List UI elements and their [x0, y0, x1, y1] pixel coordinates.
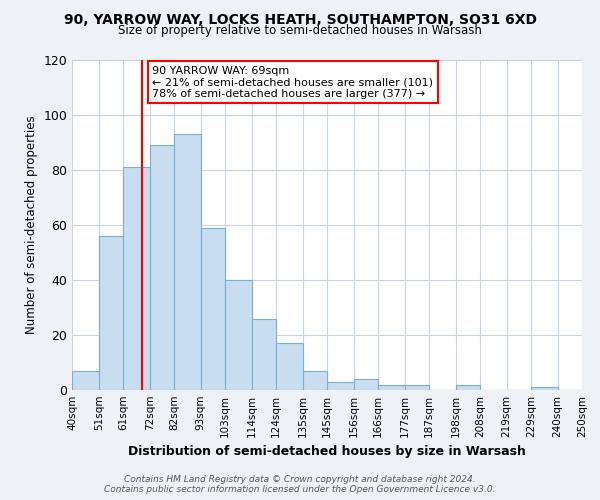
Text: Contains HM Land Registry data © Crown copyright and database right 2024.
Contai: Contains HM Land Registry data © Crown c…	[104, 474, 496, 494]
X-axis label: Distribution of semi-detached houses by size in Warsash: Distribution of semi-detached houses by …	[128, 446, 526, 458]
Bar	[150, 145, 174, 390]
Bar	[405, 384, 429, 390]
Bar	[276, 343, 303, 390]
Text: 90 YARROW WAY: 69sqm
← 21% of semi-detached houses are smaller (101)
78% of semi: 90 YARROW WAY: 69sqm ← 21% of semi-detac…	[152, 66, 433, 98]
Bar	[174, 134, 201, 390]
Bar	[123, 167, 150, 390]
Bar	[531, 387, 558, 390]
Text: Size of property relative to semi-detached houses in Warsash: Size of property relative to semi-detach…	[118, 24, 482, 37]
Bar	[456, 384, 480, 390]
Bar	[303, 371, 327, 390]
Bar	[72, 371, 99, 390]
Bar	[99, 236, 123, 390]
Bar	[201, 228, 225, 390]
Bar	[354, 379, 378, 390]
Bar	[327, 382, 354, 390]
Text: 90, YARROW WAY, LOCKS HEATH, SOUTHAMPTON, SO31 6XD: 90, YARROW WAY, LOCKS HEATH, SOUTHAMPTON…	[64, 12, 536, 26]
Y-axis label: Number of semi-detached properties: Number of semi-detached properties	[25, 116, 38, 334]
Bar	[252, 318, 276, 390]
Bar	[378, 384, 405, 390]
Bar	[225, 280, 252, 390]
